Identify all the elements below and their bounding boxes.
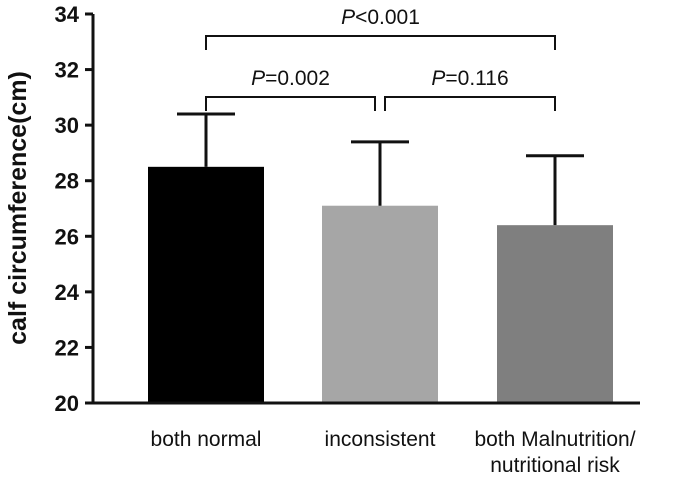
y-tick-label: 30 xyxy=(55,113,79,138)
y-tick-label: 22 xyxy=(55,335,79,360)
x-category-label: both Malnutrition/nutritional risk xyxy=(474,428,635,477)
y-axis: 20 22 24 26 28 30 32 34 xyxy=(55,2,95,416)
y-axis-label: calf circumference(cm) xyxy=(4,71,32,345)
bar xyxy=(148,166,264,403)
p-value-label: P=0.002 xyxy=(251,67,330,90)
p-value-label: P<0.001 xyxy=(341,6,420,29)
x-category-label: both normal xyxy=(151,428,262,451)
significance-brackets: P=0.002 P=0.116 P<0.001 xyxy=(205,6,556,111)
error-bars xyxy=(177,112,584,226)
y-tick-label: 26 xyxy=(55,224,79,249)
bar xyxy=(322,205,438,403)
y-tick-label: 24 xyxy=(55,280,80,305)
x-category-label: inconsistent xyxy=(325,428,436,451)
p-value-label: P=0.116 xyxy=(431,67,508,90)
significance-bracket xyxy=(205,35,556,50)
y-tick-label: 32 xyxy=(55,58,79,83)
y-tick-label: 34 xyxy=(55,2,80,27)
significance-bracket xyxy=(384,96,556,111)
bars xyxy=(148,166,613,403)
significance-bracket xyxy=(205,96,376,111)
y-tick-label: 20 xyxy=(55,391,79,416)
bar xyxy=(497,225,613,403)
x-axis: both normal inconsistent both Malnutrition… xyxy=(93,401,640,477)
y-tick-label: 28 xyxy=(55,169,79,194)
